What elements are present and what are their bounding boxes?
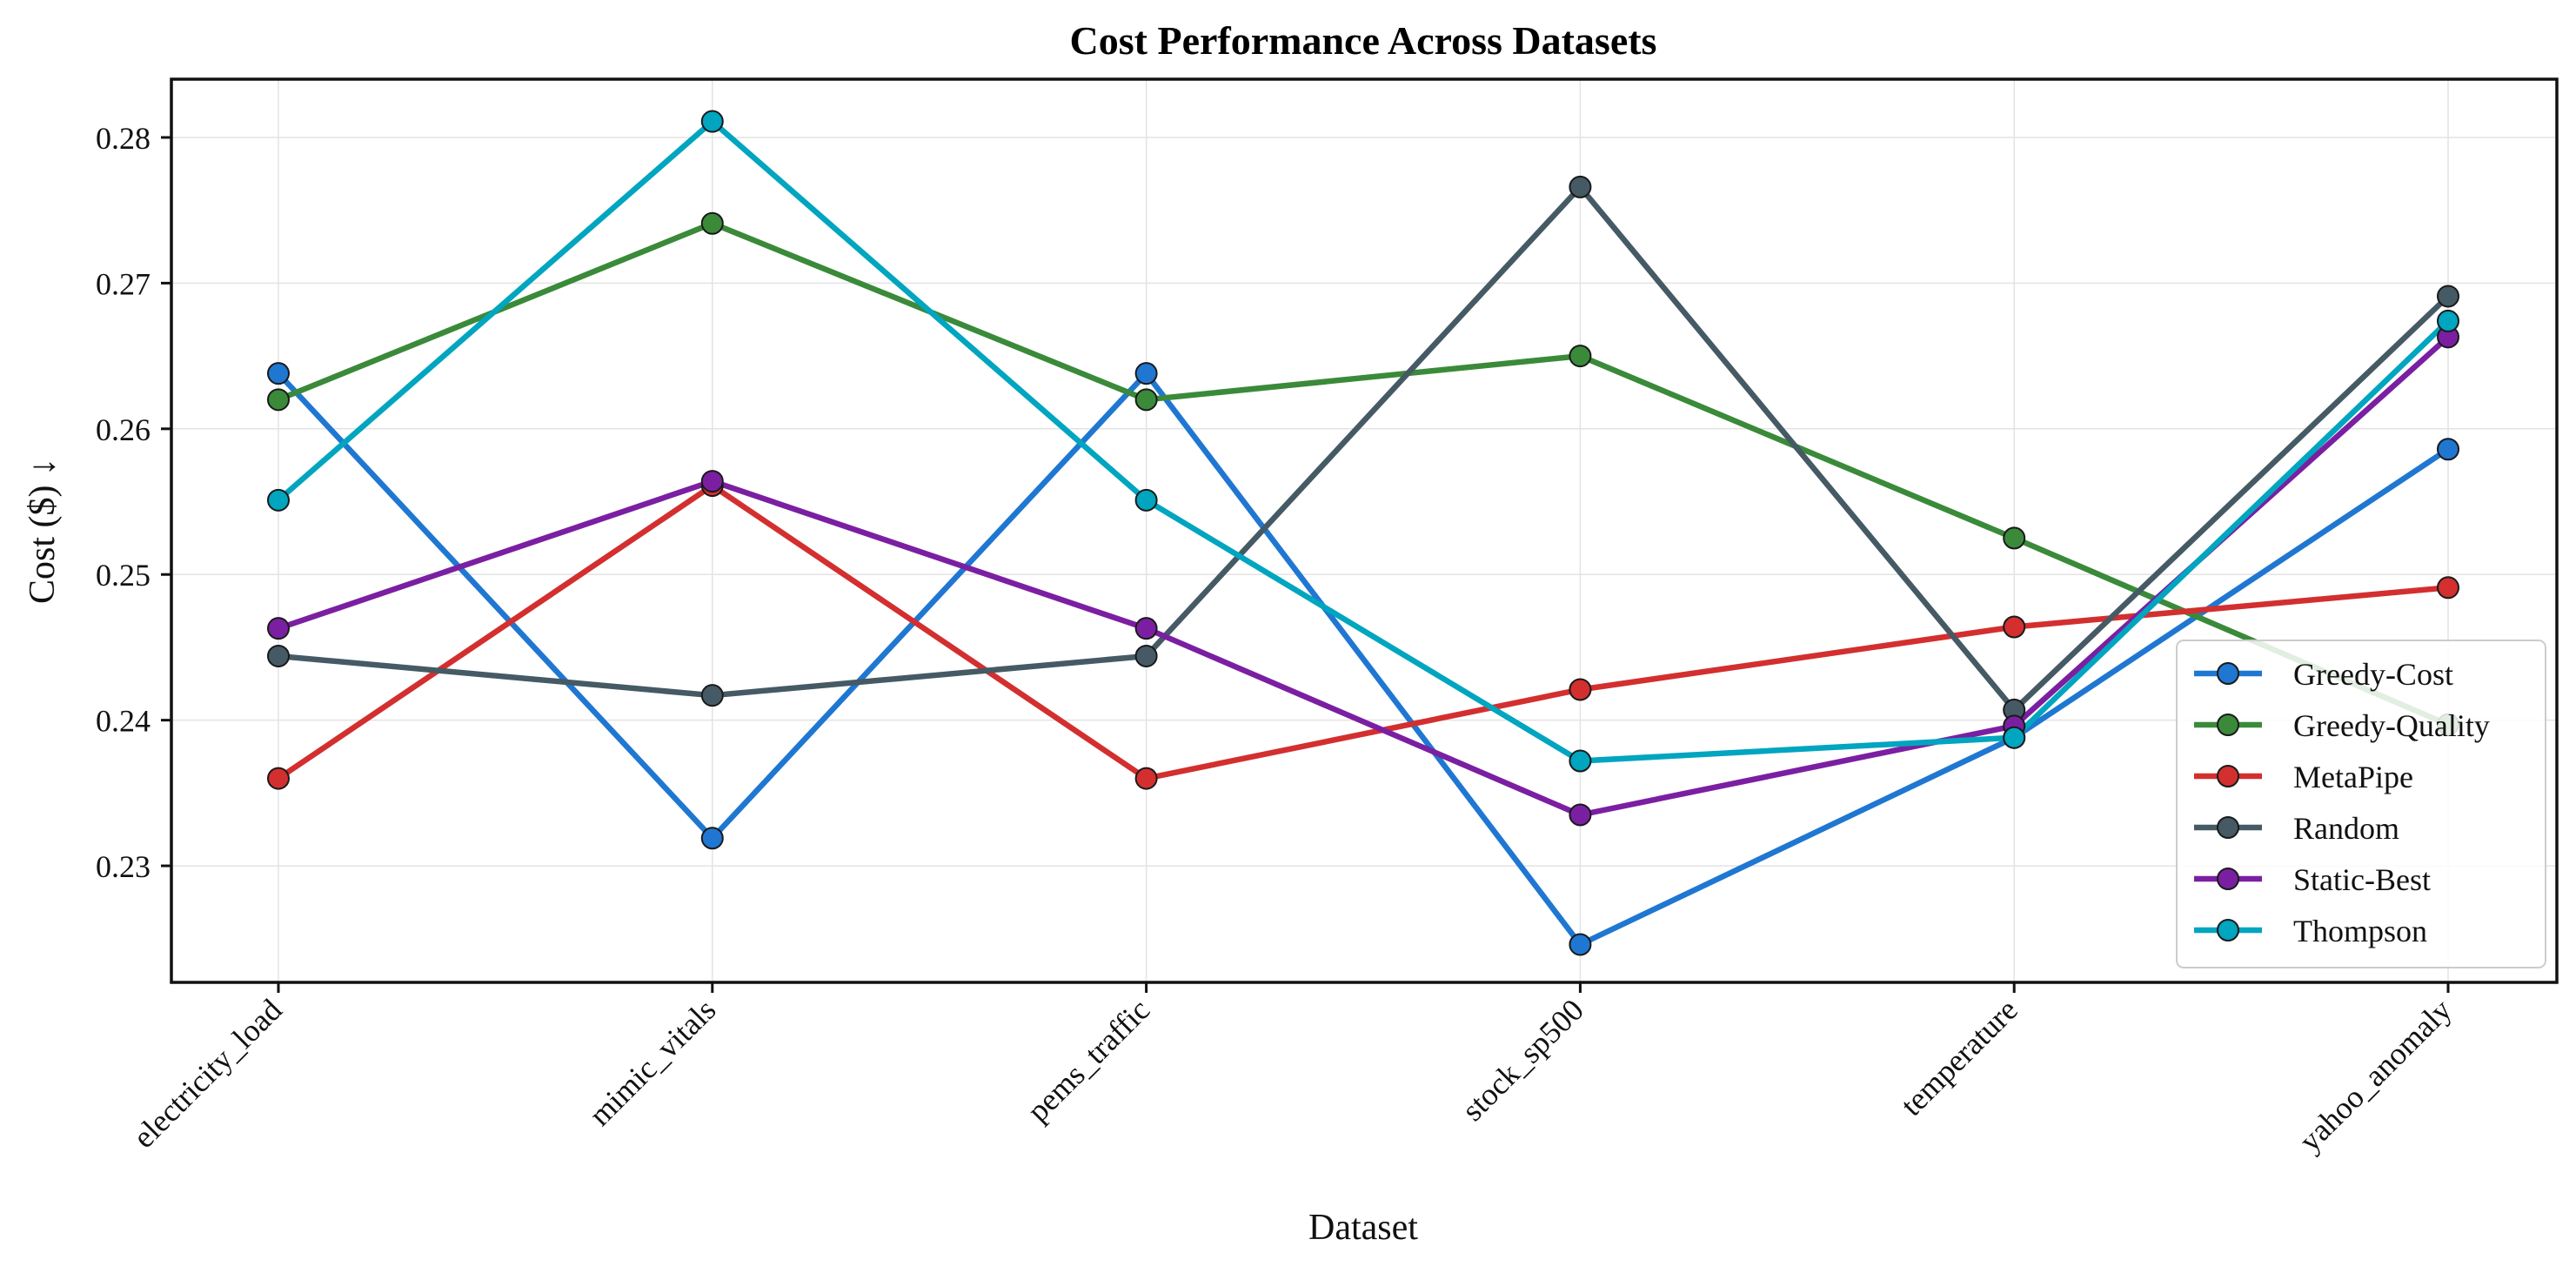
legend-item: Greedy-Cost	[2194, 657, 2453, 692]
legend-label: Static-Best	[2293, 862, 2431, 897]
chart-title: Cost Performance Across Datasets	[1070, 18, 1657, 63]
y-tick-label: 0.26	[96, 412, 151, 447]
legend-swatch-marker	[2217, 868, 2239, 890]
data-point	[2003, 615, 2026, 639]
legend-item: Thompson	[2194, 914, 2427, 948]
legend-swatch-marker	[2217, 662, 2239, 685]
series-line	[275, 334, 2452, 818]
data-point	[1569, 345, 1592, 368]
legend-item: Static-Best	[2194, 862, 2431, 897]
data-point	[700, 110, 724, 133]
data-point	[2437, 438, 2459, 461]
data-point	[1569, 933, 1592, 956]
data-point	[267, 767, 290, 790]
data-point	[267, 362, 290, 385]
data-point	[1569, 678, 1592, 701]
data-point	[1134, 767, 1158, 790]
series-line	[275, 220, 2452, 727]
series-lines	[267, 110, 2459, 956]
legend-label: Greedy-Quality	[2293, 708, 2490, 743]
series-static-best	[275, 334, 2452, 818]
y-tick-label: 0.24	[96, 704, 151, 739]
series-markers	[267, 175, 2459, 721]
data-point	[2437, 285, 2459, 308]
plot-frame	[170, 77, 2559, 984]
legend-item: Random	[2194, 811, 2399, 846]
series-random	[275, 184, 2452, 714]
data-point	[267, 644, 290, 667]
series-line	[275, 482, 2452, 781]
data-point	[700, 827, 724, 850]
series-markers	[267, 110, 2459, 773]
data-point	[700, 684, 724, 707]
y-tick-label: 0.23	[96, 849, 151, 884]
data-point	[1134, 388, 1158, 412]
legend-label: MetaPipe	[2293, 760, 2413, 794]
data-point	[2437, 309, 2459, 332]
series-line	[275, 370, 2452, 948]
data-point	[267, 388, 290, 412]
series-line	[275, 184, 2452, 714]
data-point	[1569, 803, 1592, 827]
y-tick-label: 0.25	[96, 558, 151, 593]
data-point	[1134, 488, 1158, 512]
x-axis-label: Dataset	[1308, 1208, 1418, 1248]
data-point	[700, 470, 724, 493]
legend-swatch-marker	[2217, 816, 2239, 839]
series-greedy-cost	[275, 370, 2452, 948]
data-point	[1569, 175, 1592, 198]
data-point	[267, 617, 290, 640]
y-tick-label: 0.28	[96, 121, 151, 156]
data-point	[2003, 726, 2026, 749]
series-thompson	[275, 118, 2452, 764]
y-axis-label: Cost ($) ↓	[23, 458, 63, 604]
data-point	[1134, 617, 1158, 640]
legend-label: Greedy-Cost	[2293, 657, 2453, 692]
legend-label: Random	[2293, 811, 2399, 846]
series-line	[275, 118, 2452, 764]
data-point	[1134, 644, 1158, 667]
y-tick-label: 0.27	[96, 266, 151, 301]
legend-label: Thompson	[2293, 914, 2427, 948]
data-point	[700, 211, 724, 235]
legend: Greedy-Cost Greedy-Quality MetaPipe Random S…	[2176, 640, 2546, 968]
data-point	[1134, 362, 1158, 385]
data-point	[2003, 526, 2026, 550]
data-point	[2437, 576, 2459, 600]
data-point	[267, 488, 290, 512]
legend-swatch-marker	[2217, 765, 2239, 787]
series-metapipe	[275, 482, 2452, 781]
series-markers	[267, 211, 2459, 736]
legend-swatch-marker	[2217, 714, 2239, 736]
series-greedy-quality	[275, 220, 2452, 727]
legend-item: MetaPipe	[2194, 760, 2413, 794]
data-point	[1569, 749, 1592, 773]
legend-box	[2176, 640, 2546, 968]
legend-swatch-marker	[2217, 919, 2239, 941]
legend-item: Greedy-Quality	[2194, 708, 2490, 743]
